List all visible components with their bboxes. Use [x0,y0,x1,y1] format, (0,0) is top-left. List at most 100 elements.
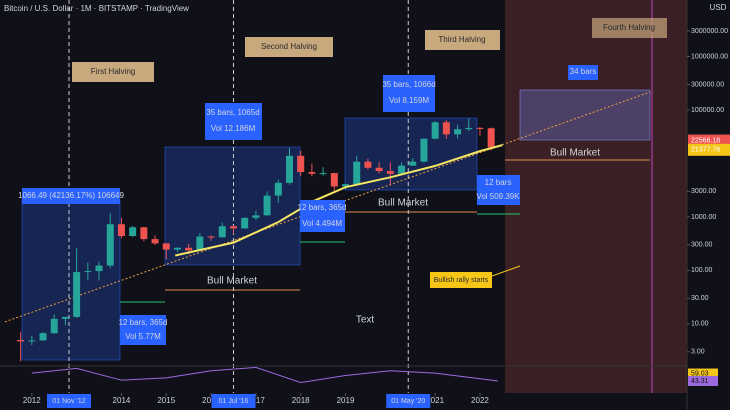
candle-body [420,138,428,162]
candle-body [364,161,372,168]
candle-body [185,247,193,251]
candle-body [84,271,92,273]
measure-box [519,89,651,141]
info-boxes [22,65,598,345]
candle-body [50,318,58,334]
candle-body [308,172,316,174]
header: Bitcoin / U.S. Dollar · 1M · BITSTAMP · … [4,4,189,13]
candle-body [252,215,260,218]
axis-unit: USD [710,3,727,12]
oscillator-label-box [688,368,718,379]
halving-label: First Halving [91,67,135,76]
candle-body [297,155,305,173]
price-label: 22566.18 [691,137,720,144]
x-tick-label: 2014 [113,396,131,405]
x-tick-label: 2019 [337,396,355,405]
x-tick-label: 2012 [23,396,41,405]
moving-average [175,144,503,257]
candle-body [17,339,25,342]
y-tick-label: 300000.00 [691,81,724,88]
oscillator-label: 59.03 [691,370,709,377]
candle-body [207,236,215,238]
callout-text: Bullish rally starts [434,277,489,284]
candle-body [39,333,47,341]
arrows [165,159,650,291]
info-text: 35 bars, 1066d [382,80,435,89]
text-label: Text [356,315,375,326]
y-tick-label: 1000.00 [691,214,716,221]
y-tick-label: 300.00 [691,242,713,249]
x-tick-label: 2018 [292,396,310,405]
x-tick-label: 2017 [247,396,265,405]
candle-body [476,127,484,129]
candle-body [61,316,69,319]
halving-label-box [245,37,333,57]
callout-box [430,272,492,288]
y-tick-label: 3000000.00 [691,28,728,35]
candle-body [454,129,462,135]
candle-body [342,184,350,187]
candle-body [319,173,327,175]
callout-line [491,265,521,277]
y-tick-label: 1000000.00 [691,53,728,60]
candle-body [442,122,450,135]
candle-body [431,122,439,139]
candle-body [151,239,159,244]
candle-body [73,272,81,317]
date-label: 01 Jul '16 [219,398,249,405]
date-label-box [47,394,92,408]
candle-body [386,171,394,174]
candle-body [263,195,271,216]
candle-body [330,173,338,187]
y-tick-label: 30.00 [691,295,709,302]
halving-label: Third Halving [438,35,485,44]
info-text: 1066.49 (42136.17%) 106649 [18,191,124,200]
measure-box [164,146,301,266]
arrows [120,213,520,303]
candle-body [465,127,473,130]
bull-market-label: Bull Market [207,276,257,287]
y-tick-label: 100.00 [691,267,713,274]
candle-body [129,227,137,236]
halving-label: Second Halving [261,42,317,51]
oscillator-label-box [688,375,718,386]
x-tick-label: 2021 [426,396,444,405]
halving-label: Fourth Halving [603,23,655,32]
candle-body [28,340,36,342]
date-label-box [211,394,256,408]
candle-body [117,224,125,236]
price-label: 21377.76 [691,147,720,154]
y-tick-label: 3000.00 [691,188,716,195]
candle-body [241,217,249,229]
info-text: Vol 8.159M [389,96,429,105]
candle-body [173,247,181,250]
candle-body [274,182,282,196]
info-text: 34 bars [570,67,597,76]
projection-zone [505,0,687,393]
info-text: Vol 509.39K [476,192,520,201]
y-tick-label: 3.00 [691,349,705,356]
price-label-box [688,143,730,156]
info-text: 12 bars, 365d [119,318,168,327]
halving-label-box [425,30,500,50]
price-label-box [688,134,730,147]
candle-body [140,227,148,240]
info-text: 12 bars [485,178,512,187]
date-label: 01 May '20 [391,398,425,405]
info-text: Vol 12.186M [211,124,256,133]
candle-body [409,161,417,166]
bull-market-label: Bull Market [550,148,600,159]
bull-market-label: Bull Market [378,198,428,209]
info-text: Vol 4.494M [302,219,342,228]
halving-label-box [592,18,667,38]
candle-body [375,167,383,172]
date-label-box [386,394,431,408]
candle-body [285,155,293,183]
candle-body [106,224,114,266]
measure-box [21,199,121,361]
x-tick-label: 2022 [471,396,489,405]
candle-body [218,226,226,238]
oscillator-label: 43.31 [691,378,709,385]
candle-body [398,165,406,174]
